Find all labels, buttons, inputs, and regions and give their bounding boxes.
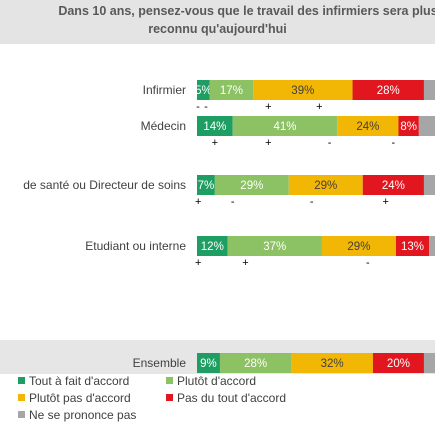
legend-label: Tout à fait d'accord	[29, 374, 130, 388]
legend-swatch	[18, 411, 25, 419]
bar-segment	[197, 353, 220, 373]
bar-segment	[288, 175, 363, 195]
significance-mark: -	[328, 137, 332, 149]
data-label: 20%	[387, 358, 410, 370]
legend-swatch	[166, 377, 173, 385]
bar-segment	[398, 116, 419, 136]
significance-mark: -	[231, 196, 235, 208]
bar-segment	[395, 236, 430, 256]
category-label: de santé ou Directeur de soins	[23, 178, 186, 192]
legend-item: Pas du tout d'accord	[166, 391, 286, 405]
significance-mark: +	[195, 196, 201, 208]
category-label: Ensemble	[133, 356, 187, 370]
significance-mark: +	[265, 137, 271, 149]
bar-segment	[219, 353, 292, 373]
legend-label: Plutôt d'accord	[177, 374, 257, 388]
significance-mark: -	[204, 101, 208, 113]
category-label: Médecin	[141, 119, 186, 133]
bar-segment	[197, 175, 215, 195]
legend-swatch	[18, 394, 25, 402]
bar-segment	[429, 236, 435, 256]
legend-swatch	[18, 377, 25, 385]
data-label: 28%	[377, 85, 400, 97]
bar-segment	[423, 80, 435, 100]
significance-mark: +	[316, 101, 322, 113]
legend-swatch	[166, 394, 173, 402]
data-label: 37%	[263, 241, 286, 253]
data-label: 32%	[321, 358, 344, 370]
significance-mark: -	[392, 137, 396, 149]
legend-item: Tout à fait d'accord	[18, 374, 129, 388]
data-label: 17%	[220, 85, 243, 97]
legend-item: Plutôt d'accord	[166, 374, 256, 388]
data-label: 12%	[201, 241, 224, 253]
bar-segment	[337, 116, 399, 136]
data-label: 39%	[291, 85, 314, 97]
legend-label: Plutôt pas d'accord	[29, 391, 131, 405]
bar-segment	[372, 353, 424, 373]
bar-segment	[214, 175, 289, 195]
bar-segment	[197, 236, 228, 256]
data-label: 24%	[356, 121, 379, 133]
data-label: 41%	[273, 121, 296, 133]
bar-segment	[423, 175, 435, 195]
bar-segment	[232, 116, 338, 136]
significance-mark: +	[265, 101, 271, 113]
bar-segment	[423, 353, 435, 373]
data-label: 29%	[314, 180, 337, 192]
data-label: 13%	[401, 241, 424, 253]
data-label: 14%	[203, 121, 226, 133]
bar-segment	[352, 80, 424, 100]
legend-item: Plutôt pas d'accord	[18, 391, 131, 405]
bar-segment	[291, 353, 373, 373]
significance-mark: -	[310, 196, 314, 208]
bar-segment	[362, 175, 424, 195]
legend: Tout à fait d'accord Plutôt d'accord Plutô…	[18, 374, 435, 434]
chart-title-line1: Dans 10 ans, pensez-vous que le travail …	[58, 4, 435, 18]
significance-mark: +	[382, 196, 388, 208]
data-label: 29%	[347, 241, 370, 253]
significance-mark: -	[366, 257, 370, 269]
title-area: Dans 10 ans, pensez-vous que le travail …	[0, 0, 435, 44]
stacked-bar-chart: Infirmier 5% 17% 39% 28%- - + +Médecin 14% 41% 24%…	[23, 80, 435, 373]
data-label: 24%	[382, 180, 405, 192]
data-label: 8%	[400, 121, 417, 133]
data-label: 9%	[200, 358, 217, 370]
bar-segment	[253, 80, 353, 100]
data-label: 29%	[240, 180, 263, 192]
legend-label: Pas du tout d'accord	[177, 391, 287, 405]
bar-segment	[321, 236, 396, 256]
data-label: 7%	[198, 180, 215, 192]
bar-segment	[209, 80, 254, 100]
chart-title-line2: reconnu qu'aujourd'hui	[148, 22, 287, 36]
category-label: Etudiant ou interne	[85, 239, 186, 253]
bar-segment	[197, 116, 233, 136]
data-label: 28%	[244, 358, 267, 370]
significance-mark: +	[195, 257, 201, 269]
data-label: 5%	[195, 85, 212, 97]
significance-mark: +	[212, 137, 218, 149]
bar-segment	[197, 80, 210, 100]
legend-label: Ne se prononce pas	[29, 408, 137, 422]
bar-segment	[418, 116, 435, 136]
significance-mark: -	[196, 101, 200, 113]
legend-item: Ne se prononce pas	[18, 408, 136, 422]
significance-mark: +	[242, 257, 248, 269]
bar-segment	[227, 236, 322, 256]
category-label: Infirmier	[143, 83, 186, 97]
